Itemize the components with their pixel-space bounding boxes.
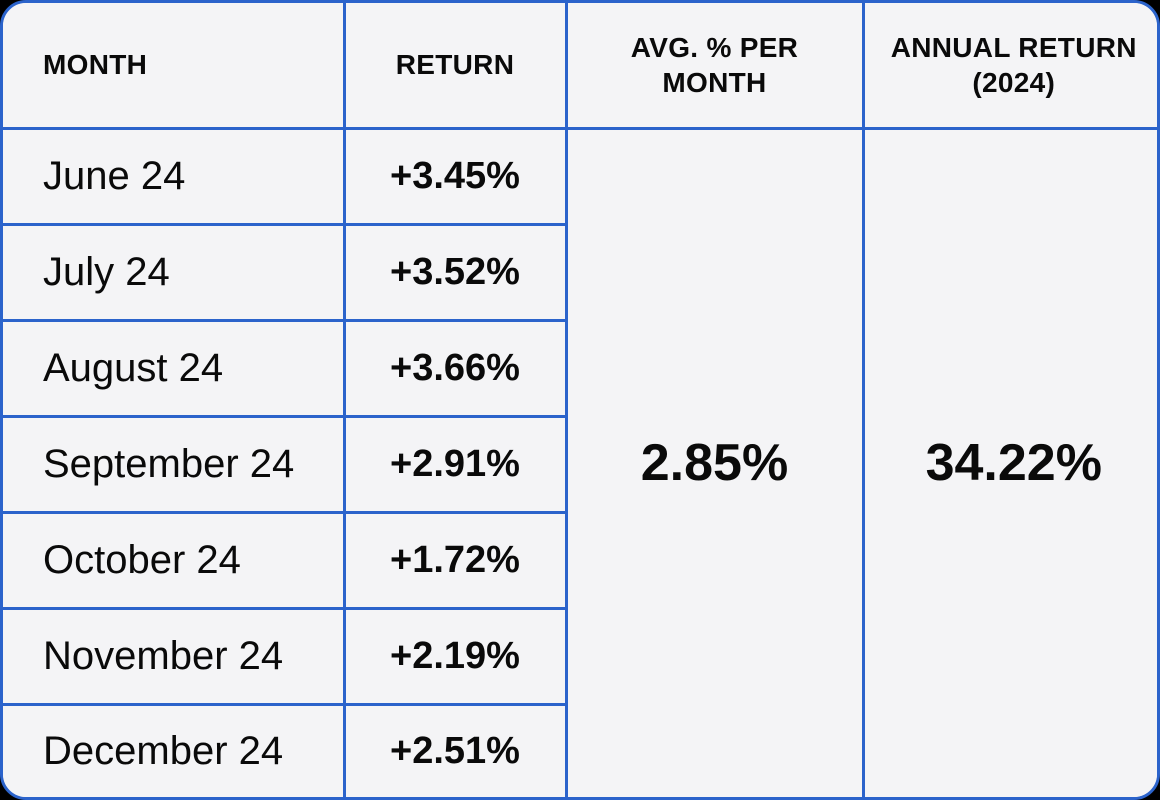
cell-month: August 24 [3,318,346,418]
cell-return: +3.45% [342,126,568,226]
table-row-october: October 24 +1.72% [3,510,1157,610]
cell-month: October 24 [3,510,346,610]
cell-return: +2.19% [342,606,566,706]
column-header-return: RETURN [342,3,568,130]
cell-month: September 24 [3,414,346,514]
table-row-november: November 24 +2.19% [3,606,1157,706]
cell-return: +2.91% [342,414,566,514]
table-row-august: August 24 +3.66% [3,318,1157,418]
column-header-annual-return-label: ANNUAL RETURN (2024) [890,31,1137,98]
cell-month: July 24 [3,222,346,322]
table-row-june: June 24 +3.45% 2.85% 34.22% [3,126,1157,797]
table-row-december: December 24 +2.51% [3,702,1157,797]
column-header-month: MONTH [3,3,346,130]
column-header-month-label: MONTH [43,49,148,81]
cell-month: June 24 [3,126,346,226]
monthly-returns-table: MONTH RETURN AVG. % PER MONTH ANNUAL RET… [3,3,1157,797]
column-header-return-label: RETURN [395,49,515,81]
column-header-annual-return: ANNUAL RETURN (2024) [861,3,1157,130]
header-row: MONTH RETURN AVG. % PER MONTH ANNUAL RET… [3,3,1157,130]
cell-return: +3.52% [342,222,566,322]
column-header-avg-per-month: AVG. % PER MONTH [564,3,865,130]
column-header-avg-per-month-label: AVG. % PER MONTH [630,31,799,98]
cell-month: December 24 [3,702,346,797]
table-row-september: September 24 +2.91% [3,414,1157,514]
cell-return: +2.51% [342,702,566,797]
table-row-july: July 24 +3.52% [3,222,1157,322]
cell-annual-return-2024: 34.22% [861,128,1157,797]
cell-return: +3.66% [342,318,566,418]
cell-return: +1.72% [342,510,566,610]
cell-avg-percent-per-month: 2.85% [564,128,865,797]
cell-month: November 24 [3,606,346,706]
